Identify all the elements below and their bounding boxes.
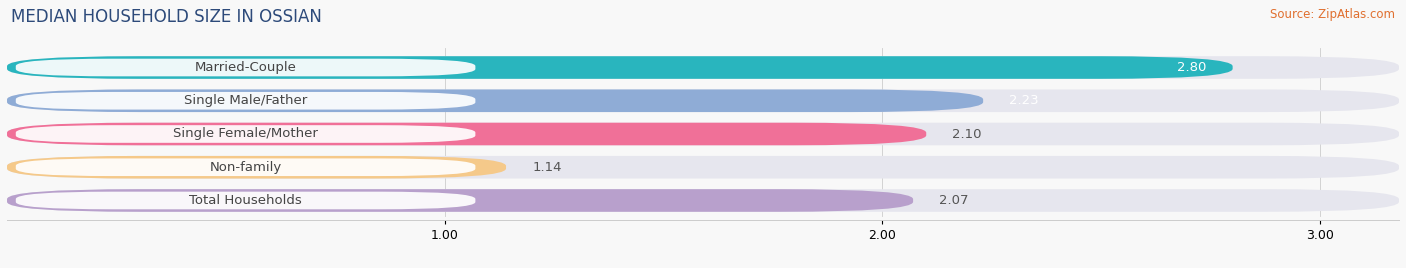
FancyBboxPatch shape: [15, 92, 475, 110]
Text: 2.23: 2.23: [1010, 94, 1039, 107]
Text: 2.07: 2.07: [939, 194, 969, 207]
FancyBboxPatch shape: [15, 192, 475, 209]
FancyBboxPatch shape: [7, 90, 983, 112]
FancyBboxPatch shape: [15, 158, 475, 176]
FancyBboxPatch shape: [15, 125, 475, 143]
Text: Total Households: Total Households: [190, 194, 302, 207]
Text: MEDIAN HOUSEHOLD SIZE IN OSSIAN: MEDIAN HOUSEHOLD SIZE IN OSSIAN: [11, 8, 322, 26]
Text: Single Female/Mother: Single Female/Mother: [173, 128, 318, 140]
Text: 2.10: 2.10: [952, 128, 981, 140]
Text: 1.14: 1.14: [533, 161, 562, 174]
Text: 2.80: 2.80: [1177, 61, 1206, 74]
FancyBboxPatch shape: [7, 56, 1399, 79]
FancyBboxPatch shape: [7, 123, 927, 145]
FancyBboxPatch shape: [7, 56, 1233, 79]
Text: Source: ZipAtlas.com: Source: ZipAtlas.com: [1270, 8, 1395, 21]
Text: Non-family: Non-family: [209, 161, 281, 174]
Text: Single Male/Father: Single Male/Father: [184, 94, 307, 107]
FancyBboxPatch shape: [7, 123, 1399, 145]
FancyBboxPatch shape: [7, 156, 1399, 178]
FancyBboxPatch shape: [7, 90, 1399, 112]
FancyBboxPatch shape: [7, 156, 506, 178]
FancyBboxPatch shape: [15, 59, 475, 76]
Text: Married-Couple: Married-Couple: [194, 61, 297, 74]
FancyBboxPatch shape: [7, 189, 1399, 212]
FancyBboxPatch shape: [7, 189, 912, 212]
